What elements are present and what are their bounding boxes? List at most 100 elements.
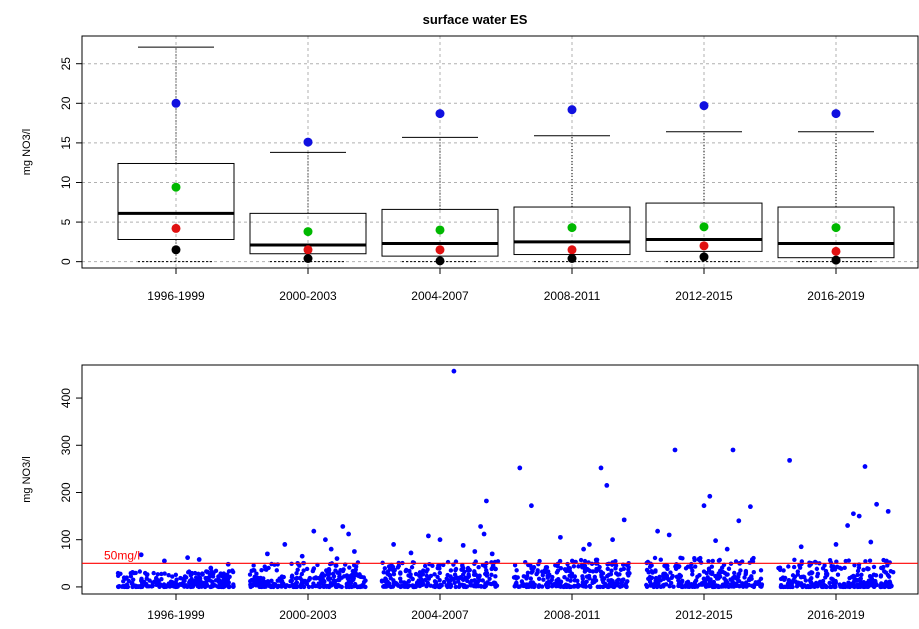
data-point [208,573,213,579]
data-point [311,567,316,572]
data-point [553,582,559,588]
data-point [137,569,143,574]
data-point [130,570,135,575]
data-point [665,563,670,569]
outlier-point [558,534,563,540]
data-point [259,583,264,589]
outlier-point [707,493,713,499]
data-point [339,584,344,590]
data-point [814,566,820,572]
data-point [823,571,829,577]
stat-marker [171,98,181,108]
data-point [865,584,871,590]
data-point [862,584,867,589]
data-point [382,566,388,571]
data-point [302,578,308,584]
data-point [203,575,208,581]
data-point [150,583,155,589]
data-point [452,580,457,586]
data-point [404,583,410,588]
data-point [310,584,315,589]
data-point [126,578,132,584]
data-point [188,573,193,578]
data-point [621,577,626,582]
data-point [458,574,463,580]
data-point [580,576,586,581]
data-point [696,557,701,562]
data-point [657,574,662,580]
outlier-point [196,557,202,562]
outlier-point [581,546,586,552]
data-point [869,575,874,580]
data-point [874,582,880,588]
data-point [625,579,630,584]
data-point [710,581,715,586]
data-point [140,584,145,589]
data-point [873,573,879,578]
outlier-point [845,523,850,528]
data-point [435,574,440,580]
data-point [652,555,658,561]
outlier-point [655,528,660,534]
data-point [815,573,820,579]
data-point [626,573,631,578]
data-point [658,557,663,562]
data-point [590,578,596,583]
outlier-point [874,501,879,507]
data-point [878,584,884,590]
data-point [434,582,440,588]
data-point [341,567,346,572]
data-point [123,576,128,581]
data-point [403,568,408,574]
data-point [736,572,741,578]
data-point [690,572,695,577]
data-point [882,569,887,574]
data-point [425,580,430,586]
outlier-point [299,553,305,559]
data-point [480,578,485,583]
data-point [469,583,475,588]
data-point [685,564,691,569]
outlier-point [460,542,466,548]
data-point [613,558,618,564]
data-point [726,584,731,590]
data-point [710,558,715,564]
data-point [546,579,551,585]
data-point [687,583,692,588]
data-point [704,571,709,576]
outlier-point [346,531,351,537]
data-point [536,584,541,590]
data-point [605,566,610,572]
data-point [159,571,164,577]
data-point [178,575,183,581]
data-point [198,579,203,584]
data-point [396,583,401,588]
data-point [220,584,226,590]
data-point [759,582,765,587]
data-point [251,563,256,568]
data-point [583,584,589,589]
data-point [648,582,653,588]
data-point [546,584,551,589]
data-point [154,578,159,584]
data-point [867,578,873,583]
data-point [710,571,715,577]
data-point [610,583,615,589]
data-point [288,578,293,584]
data-point [130,577,136,582]
data-point [839,566,844,571]
data-point [476,565,481,570]
data-point [432,572,437,577]
data-point [821,582,826,587]
data-point [855,572,860,578]
data-point [493,566,498,572]
x-tick-label: 2012-2015 [675,608,733,622]
data-point [884,558,889,563]
outlier-point [587,542,592,547]
data-point [473,580,478,585]
data-point [676,578,681,583]
outlier-point [185,555,191,561]
data-point [353,567,358,572]
chart-title: surface water ES [423,12,528,27]
data-point [348,580,354,586]
